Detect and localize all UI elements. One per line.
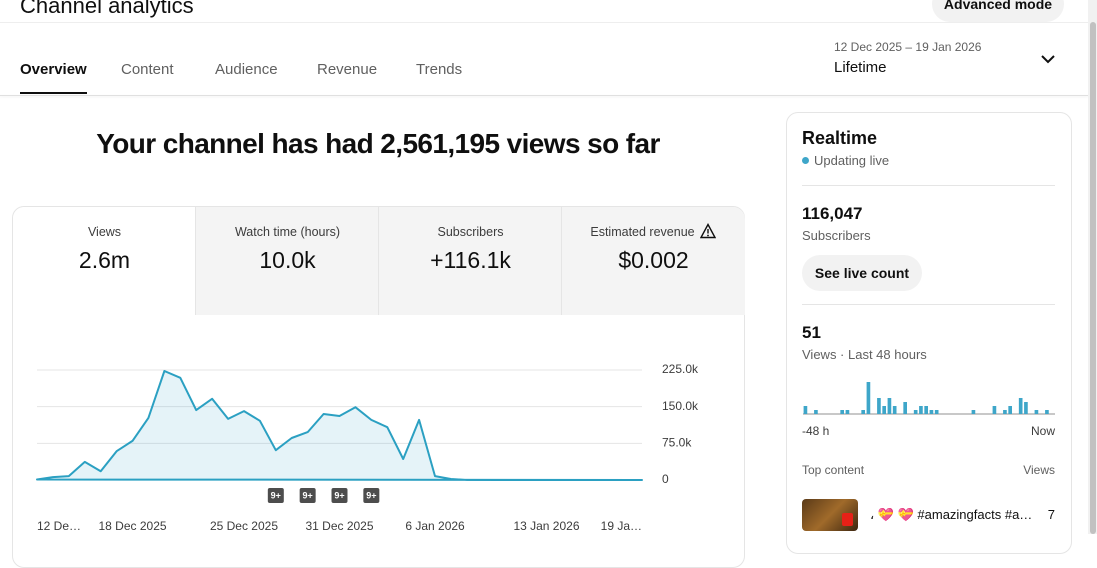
bar [992,406,997,414]
metric-tab[interactable]: Estimated revenue $0.002 [561,207,745,315]
bar [845,410,850,414]
bar [903,402,907,414]
bar [877,398,881,414]
annotation-label: 9+ [271,490,281,500]
x-tick-label: 12 De… [37,519,81,533]
x-tick-label: 6 Jan 2026 [405,519,465,533]
y-tick-label: 150.0k [662,399,699,413]
metric-value: 2.6m [78,247,131,273]
x-tick-label: -48 h [802,424,829,438]
x-tick-label: 19 Ja… [601,519,642,533]
bar [1045,410,1049,414]
header-border [0,95,1088,96]
bar [1034,410,1039,414]
live-status: Updating live [814,153,890,168]
metric-tab[interactable]: Watch time (hours) 10.0k [195,207,379,315]
views-line [36,370,643,481]
annotation-label: 9+ [334,490,344,500]
metric-label: Views [87,225,122,239]
bar [882,406,886,414]
tab[interactable]: Overview [20,61,87,78]
bar [971,410,976,414]
x-tick-label: Now [1031,424,1055,438]
top-content-views-label: Views [1023,463,1055,477]
y-tick-label: 225.0k [662,362,699,376]
tab[interactable]: Trends [416,61,463,78]
metric-label: Subscribers [437,225,504,239]
bar [1003,410,1007,414]
date-range: 12 Dec 2025 – 19 Jan 2026 [834,40,982,54]
scrollbar-thumb[interactable] [1090,22,1096,534]
bar [814,410,818,414]
annotation-badge [267,488,284,503]
metric-value: $0.002 [618,247,689,273]
bar [887,398,892,414]
annotation-label: 9+ [303,490,313,500]
page-title: Channel analytics [20,0,194,18]
metric-tab[interactable]: Subscribers +116.1k [378,207,562,315]
views-count: 51 [802,323,821,342]
top-content-views: 7 [1047,507,1055,522]
bar [934,410,939,414]
realtime-title: Realtime [802,128,878,148]
warning-icon [700,223,716,239]
thumbnail[interactable] [802,499,858,531]
annotation-badge [331,488,348,503]
y-tick-label: 75.0k [662,436,692,450]
advanced-mode-button[interactable]: Advanced mode [932,0,1064,22]
subscriber-count: 116,047 [802,204,863,223]
x-tick-label: 31 Dec 2025 [305,519,373,533]
x-tick-label: 25 Dec 2025 [210,519,278,533]
active-tab-indicator [20,92,87,94]
shorts-icon [842,513,853,526]
x-tick-label: 18 Dec 2025 [98,519,166,533]
bar [861,410,865,414]
top-content-title[interactable]: ، 💝 💝 #amazingfacts #a… [870,507,1033,522]
bar [866,382,871,414]
bar [892,406,897,414]
tab[interactable]: Audience [215,61,278,78]
bar [803,406,808,414]
divider [802,185,1055,186]
metric-label: Watch time (hours) [234,225,341,239]
headline: Your channel has had 2,561,195 views so … [96,128,660,159]
tab[interactable]: Revenue [317,61,378,78]
date-label: Lifetime [834,59,887,76]
divider [802,304,1055,305]
bar [924,406,928,414]
bar [1008,406,1012,414]
x-tick-label: 13 Jan 2026 [513,519,579,533]
bar [919,406,923,414]
annotation-label: 9+ [366,490,376,500]
charts: 0 75.0k 150.0k 225.0k 12 De… 18 Dec 2025 25 De… [36,362,1055,533]
bar [840,410,844,414]
bar [1024,402,1028,414]
subscriber-label: Subscribers [802,228,871,243]
tab[interactable]: Content [121,61,174,78]
metric-value: +116.1k [430,247,511,273]
annotation-badge [299,488,316,503]
annotation-badge [363,488,380,503]
live-dot [802,157,809,164]
bar [913,410,918,414]
chevron-down [1041,55,1055,64]
metric-label: Estimated revenue [590,225,695,239]
metric-tab[interactable]: Views 2.6m [13,207,196,315]
see-live-count-button[interactable]: See live count [802,255,922,291]
bar [929,410,934,414]
metric-value: 10.0k [259,247,316,273]
divider [0,22,1088,23]
y-tick-label: 0 [662,472,669,486]
views-label: Views · Last 48 hours [802,347,927,362]
bar [1018,398,1023,414]
top-content-label: Top content [802,463,865,477]
